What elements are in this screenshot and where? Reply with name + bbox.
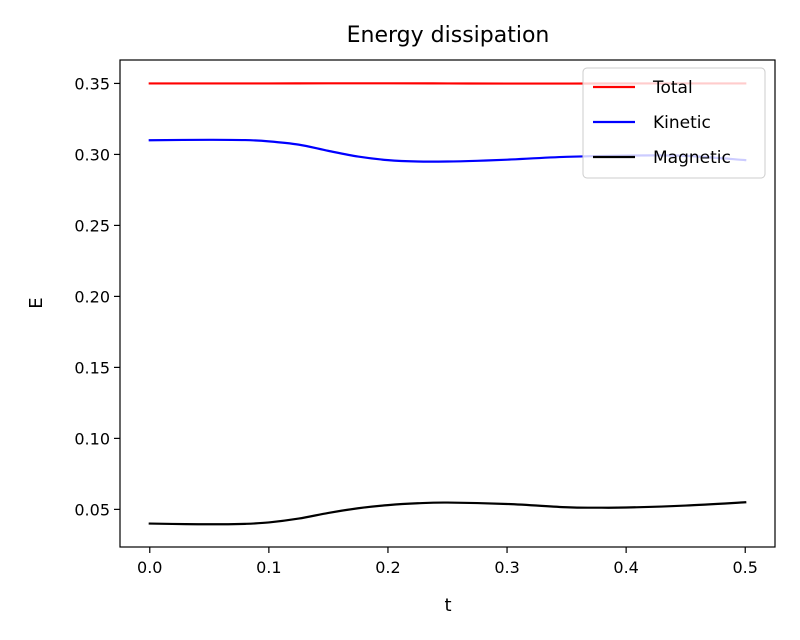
y-tick-label: 0.15 <box>74 358 110 377</box>
y-tick-label: 0.30 <box>74 145 110 164</box>
x-tick-label: 0.3 <box>494 558 519 577</box>
chart-title: Energy dissipation <box>347 23 550 48</box>
x-tick-label: 0.2 <box>375 558 400 577</box>
axis-ticks: 0.0 0.1 0.2 0.3 0.4 0.5 0.05 0.10 0.15 0.20 0.25 0.… <box>74 74 758 577</box>
y-tick-label: 0.20 <box>74 287 110 306</box>
y-tick-label: 0.10 <box>74 429 110 448</box>
series-line-magnetic <box>148 501 747 526</box>
legend-label-magnetic: Magnetic <box>653 148 731 168</box>
y-tick-label: 0.35 <box>74 74 110 93</box>
x-tick-label: 0.5 <box>733 558 758 577</box>
x-tick-label: 0.4 <box>613 558 638 577</box>
x-axis-label: t <box>444 595 451 616</box>
legend-label-kinetic: Kinetic <box>653 113 711 133</box>
plot-frame <box>119 59 776 548</box>
x-tick-label: 0.1 <box>256 558 281 577</box>
y-tick-label: 0.25 <box>74 216 110 235</box>
legend-label-total: Total <box>652 78 693 98</box>
y-axis-label: E <box>26 297 47 308</box>
y-tick-label: 0.05 <box>74 500 110 519</box>
x-tick-label: 0.0 <box>137 558 162 577</box>
legend: Total Kinetic Magnetic <box>582 67 766 179</box>
legend-box <box>582 67 766 179</box>
